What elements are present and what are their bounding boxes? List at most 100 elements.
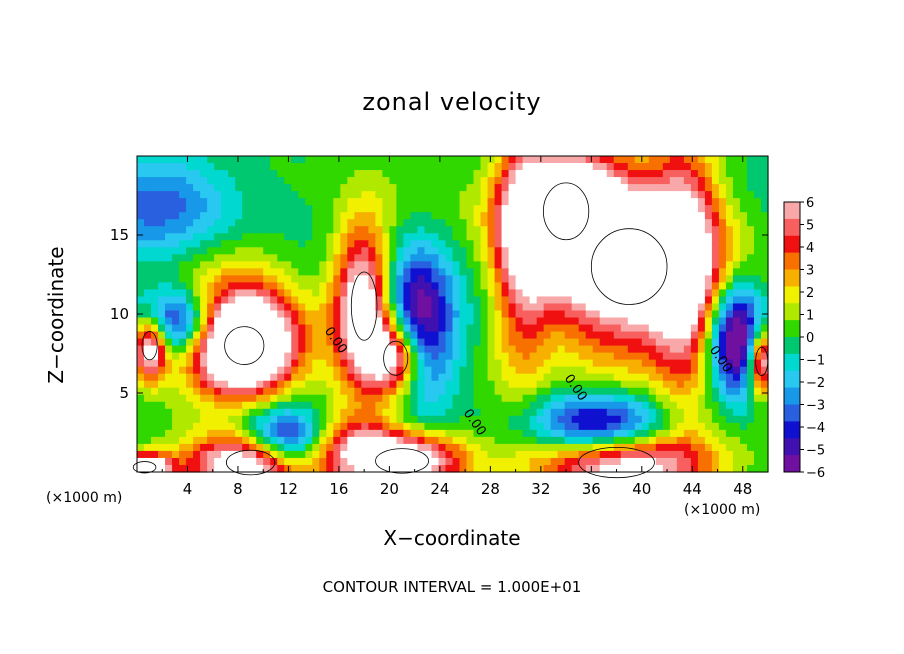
field-cell: [375, 233, 383, 241]
field-cell: [438, 156, 447, 164]
field-cell: [431, 254, 440, 262]
field-cell: [522, 240, 531, 248]
field-cell: [578, 317, 587, 326]
field-cell: [697, 352, 706, 361]
field-cell: [480, 422, 489, 431]
field-cell: [186, 457, 194, 466]
field-cell: [228, 331, 236, 340]
field-cell: [704, 177, 713, 185]
field-cell: [382, 170, 390, 178]
field-cell: [291, 415, 299, 424]
field-cell: [144, 401, 152, 410]
field-cell: [606, 450, 615, 459]
field-cell: [648, 177, 657, 185]
field-cell: [627, 163, 636, 171]
field-cell: [312, 401, 320, 410]
field-cell: [368, 261, 376, 269]
field-cell: [690, 387, 699, 396]
field-cell: [452, 457, 461, 466]
field-cell: [305, 275, 313, 283]
field-cell: [697, 394, 706, 403]
field-cell: [151, 443, 159, 452]
field-cell: [235, 457, 243, 466]
field-cell: [172, 282, 180, 291]
field-cell: [669, 268, 678, 276]
colorbar-swatch: [784, 286, 800, 304]
field-cell: [340, 429, 348, 438]
field-cell: [557, 219, 566, 227]
field-cell: [508, 212, 517, 220]
field-cell: [228, 282, 236, 291]
field-cell: [718, 387, 727, 396]
field-cell: [627, 429, 636, 438]
field-cell: [298, 408, 306, 417]
field-cell: [298, 464, 306, 473]
field-cell: [228, 170, 236, 178]
field-cell: [207, 345, 215, 354]
field-cell: [172, 191, 180, 199]
field-cell: [620, 415, 629, 424]
field-cell: [165, 317, 173, 326]
field-cell: [389, 296, 398, 305]
field-cell: [655, 352, 664, 361]
field-cell: [298, 422, 306, 431]
field-cell: [256, 226, 264, 234]
field-cell: [655, 317, 664, 326]
field-cell: [480, 184, 489, 192]
field-cell: [347, 317, 355, 326]
field-cell: [193, 310, 201, 319]
field-cell: [725, 310, 734, 319]
field-cell: [746, 443, 755, 452]
field-cell: [746, 450, 755, 459]
field-cell: [718, 422, 727, 431]
field-cell: [403, 338, 412, 347]
field-cell: [480, 268, 489, 276]
field-cell: [445, 191, 454, 199]
field-cell: [760, 268, 769, 276]
field-cell: [529, 324, 538, 333]
field-cell: [340, 457, 348, 466]
field-cell: [480, 198, 489, 206]
field-cell: [746, 303, 755, 312]
field-cell: [368, 240, 376, 248]
field-cell: [627, 198, 636, 206]
field-cell: [725, 282, 734, 291]
field-cell: [599, 394, 608, 403]
field-cell: [522, 373, 531, 382]
field-cell: [683, 289, 692, 298]
field-cell: [389, 212, 398, 220]
field-cell: [564, 310, 573, 319]
field-cell: [284, 205, 292, 213]
field-cell: [466, 156, 475, 164]
field-cell: [256, 240, 264, 248]
field-cell: [564, 380, 573, 389]
field-cell: [459, 177, 468, 185]
field-cell: [536, 254, 545, 262]
field-cell: [585, 303, 594, 312]
field-cell: [347, 457, 355, 466]
field-cell: [690, 156, 699, 164]
field-cell: [711, 373, 720, 382]
field-cell: [648, 366, 657, 375]
field-cell: [410, 156, 419, 164]
field-cell: [179, 310, 187, 319]
field-cell: [662, 387, 671, 396]
field-cell: [571, 415, 580, 424]
field-cell: [543, 296, 552, 305]
field-cell: [683, 198, 692, 206]
field-cell: [235, 352, 243, 361]
field-cell: [760, 436, 769, 445]
field-cell: [389, 450, 398, 459]
field-cell: [704, 366, 713, 375]
field-cell: [298, 177, 306, 185]
field-cell: [697, 163, 706, 171]
field-cell: [179, 198, 187, 206]
field-cell: [417, 296, 426, 305]
field-cell: [480, 373, 489, 382]
field-cell: [382, 401, 390, 410]
field-cell: [592, 191, 601, 199]
field-cell: [571, 212, 580, 220]
field-cell: [375, 240, 383, 248]
field-cell: [613, 310, 622, 319]
field-cell: [627, 401, 636, 410]
